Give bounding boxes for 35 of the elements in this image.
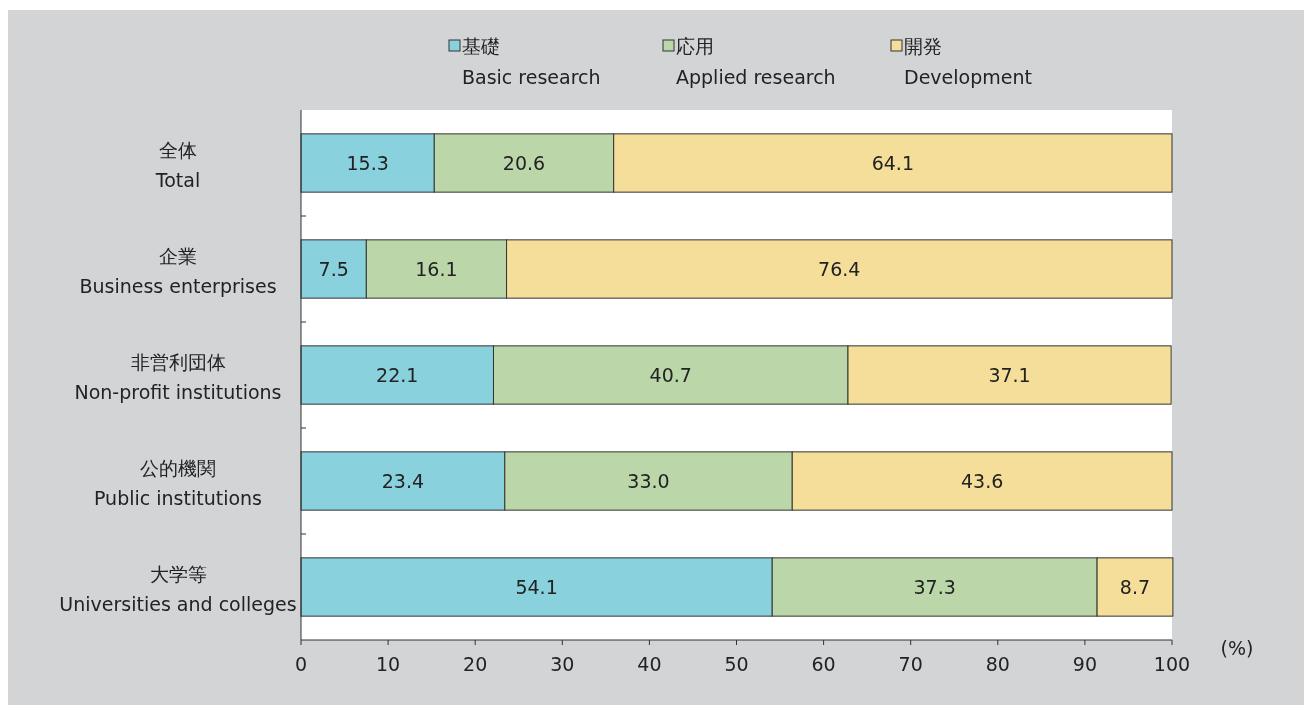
x-tick-label: 90: [1072, 653, 1097, 675]
x-tick-label: 10: [376, 653, 401, 675]
data-label: 7.5: [318, 258, 349, 280]
y-tick-label: 非営利団体 Non-profit institutions: [74, 351, 282, 403]
x-tick-label: 20: [463, 653, 488, 675]
data-label: 15.3: [346, 152, 389, 174]
x-tick-label: 50: [724, 653, 749, 675]
x-tick-label: 0: [294, 653, 308, 675]
x-tick-label: 100: [1153, 653, 1191, 675]
data-label: 40.7: [649, 364, 692, 386]
y-tick-label: 全体 Total: [154, 139, 201, 191]
data-label: 23.4: [381, 470, 425, 492]
data-label: 33.0: [627, 470, 670, 492]
x-tick-label: 30: [550, 653, 575, 675]
data-label: 8.7: [1119, 576, 1151, 598]
data-label: 37.1: [988, 364, 1031, 386]
x-tick-label: 60: [811, 653, 836, 675]
x-tick-label: 80: [985, 653, 1010, 675]
x-tick-label: 40: [637, 653, 662, 675]
x-tick-label: 70: [898, 653, 923, 675]
legend-label: 基礎 Basic research: [462, 35, 601, 88]
data-label: 37.3: [913, 576, 956, 598]
data-label: 20.6: [502, 152, 546, 174]
data-label: 22.1: [376, 364, 419, 386]
data-label: 43.6: [960, 470, 1004, 492]
y-tick-label: 公的機関 Public institutions: [93, 457, 263, 509]
data-label: 64.1: [871, 152, 914, 174]
legend-label: 応用 Applied research: [676, 35, 836, 88]
data-label: 16.1: [415, 258, 458, 280]
y-tick-label: 企業 Business enterprises: [79, 245, 277, 297]
data-label: 54.1: [515, 576, 558, 598]
legend-label: 開発 Development: [904, 35, 1032, 88]
data-label: 76.4: [818, 258, 861, 280]
x-axis-title: (%): [1220, 637, 1254, 659]
y-tick-label: 大学等 Universities and colleges: [59, 563, 297, 615]
